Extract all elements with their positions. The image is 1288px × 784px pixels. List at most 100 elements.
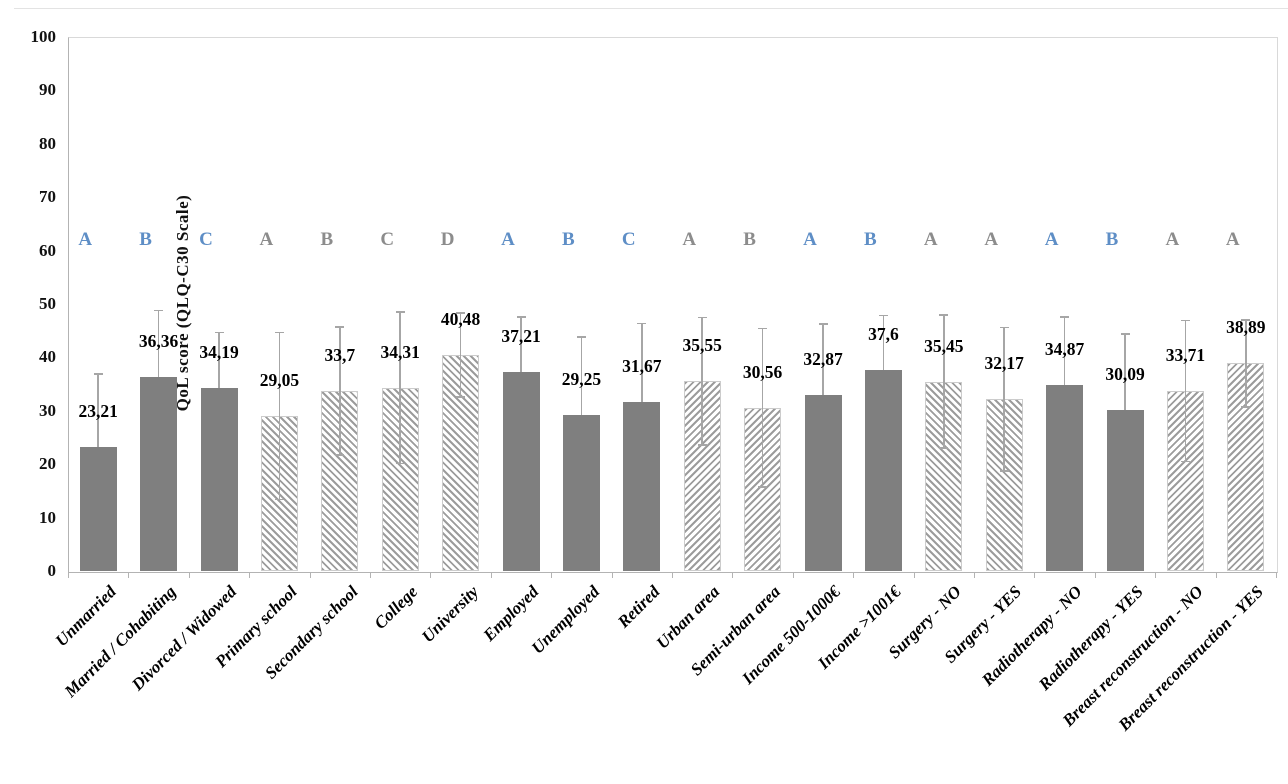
- y-axis-tick-label: 90: [39, 80, 56, 100]
- error-bar-top-cap: [999, 326, 1009, 329]
- error-bar: [882, 314, 885, 371]
- bar-value-label: 31,67: [622, 355, 662, 376]
- x-axis-tick-mark: [672, 572, 673, 578]
- error-bar-top-cap: [274, 331, 284, 333]
- error-bar: [520, 316, 522, 373]
- error-bar: [1245, 319, 1247, 408]
- x-axis-tick-mark: [1155, 572, 1157, 578]
- error-bar: [157, 309, 160, 377]
- error-bar: [459, 312, 462, 398]
- bar-value-label: 40,48: [440, 308, 481, 329]
- error-bar-bottom-cap: [1241, 406, 1251, 408]
- error-bar-top-cap: [637, 322, 647, 325]
- plot-area: [68, 37, 1278, 573]
- x-axis-tick-mark: [853, 572, 855, 578]
- error-bar-top-cap: [697, 316, 707, 319]
- error-bar-bottom-cap: [274, 498, 284, 501]
- significance-letter: B: [1105, 228, 1119, 250]
- bar-value-label: 32,87: [803, 349, 843, 370]
- significance-letter: A: [984, 228, 999, 250]
- bar-hatch-down: [260, 415, 298, 571]
- bar-value-label: 32,17: [984, 353, 1024, 374]
- error-bar: [580, 336, 583, 415]
- y-axis-tick-label: 10: [39, 507, 56, 527]
- error-bar: [1124, 333, 1126, 411]
- x-axis-tick-mark: [490, 572, 492, 578]
- bar-solid: [200, 388, 238, 571]
- bar-value-label: 37,6: [868, 324, 899, 345]
- significance-letter: A: [259, 228, 274, 250]
- significance-letter: C: [621, 228, 636, 250]
- x-axis-category-label: University: [417, 582, 483, 647]
- bar-value-label: 33,7: [324, 345, 356, 366]
- error-bar: [278, 331, 281, 501]
- bar-value-label: 35,55: [682, 335, 722, 356]
- x-axis-tick-mark: [551, 572, 553, 578]
- error-bar-top-cap: [214, 331, 224, 334]
- significance-letter: A: [1225, 228, 1240, 250]
- significance-letter: B: [320, 228, 334, 250]
- significance-letter: A: [501, 228, 515, 250]
- error-bar: [218, 331, 220, 389]
- bar-solid: [1106, 410, 1144, 571]
- x-axis-category-label: Retired: [613, 582, 664, 632]
- x-axis-tick-mark: [1034, 572, 1036, 578]
- bar-value-label: 37,21: [501, 326, 541, 347]
- error-bar-top-cap: [1180, 319, 1190, 322]
- y-axis-tick-label: 60: [39, 240, 56, 260]
- bar-value-label: 34,31: [380, 341, 420, 362]
- error-bar: [1003, 326, 1005, 472]
- significance-letter: A: [803, 228, 817, 250]
- error-bar: [1063, 316, 1066, 385]
- bar-value-label: 30,56: [742, 361, 783, 382]
- bar-value-label: 23,21: [78, 401, 118, 422]
- significance-letter: A: [78, 228, 93, 250]
- error-bar-bottom-cap: [456, 396, 466, 398]
- error-bar-top-cap: [758, 327, 768, 330]
- significance-letter: C: [199, 228, 213, 250]
- x-axis-tick-mark: [1276, 572, 1277, 578]
- significance-letter: A: [923, 228, 938, 250]
- error-bar: [701, 316, 703, 446]
- x-axis-tick-mark: [792, 572, 794, 578]
- bar-solid: [562, 414, 600, 571]
- error-bar-bottom-cap: [939, 447, 949, 449]
- figure-top-border: [14, 8, 1288, 9]
- x-axis-tick-mark: [370, 572, 371, 578]
- error-bar: [339, 326, 341, 456]
- x-axis-tick-mark: [1215, 572, 1217, 578]
- significance-letter: B: [562, 228, 575, 250]
- error-bar-bottom-cap: [697, 444, 707, 446]
- x-axis-tick-mark: [128, 572, 130, 578]
- error-bar-top-cap: [456, 312, 466, 314]
- error-bar-bottom-cap: [335, 454, 345, 456]
- error-bar-top-cap: [154, 309, 164, 312]
- error-bar-top-cap: [93, 373, 103, 375]
- error-bar-top-cap: [516, 316, 526, 318]
- error-bar-bottom-cap: [999, 470, 1009, 472]
- error-bar: [641, 322, 643, 402]
- x-axis-category-label: Divorced / Widowed: [128, 582, 241, 695]
- x-axis-tick-mark: [309, 572, 311, 578]
- error-bar: [97, 373, 99, 448]
- y-axis-tick-label: 70: [39, 187, 56, 207]
- error-bar-top-cap: [1120, 333, 1130, 335]
- error-bar-top-cap: [1060, 316, 1070, 318]
- error-bar-bottom-cap: [395, 462, 405, 465]
- significance-letter: A: [1165, 228, 1180, 250]
- significance-letter: C: [380, 228, 395, 250]
- x-axis-tick-mark: [913, 572, 915, 578]
- bar-hatch-up: [1166, 390, 1204, 571]
- bar-value-label: 29,05: [259, 369, 300, 390]
- bar-value-label: 38,89: [1226, 317, 1266, 338]
- x-axis-tick-mark: [732, 572, 734, 578]
- x-axis-tick-mark: [611, 572, 613, 578]
- y-axis-tick-label: 50: [39, 294, 56, 313]
- bar-solid: [1046, 384, 1084, 571]
- bar-solid: [623, 401, 661, 571]
- x-axis-tick-mark: [249, 572, 251, 578]
- error-bar-top-cap: [878, 314, 888, 317]
- x-axis-category-label: Employed: [479, 582, 543, 645]
- y-axis-tick-label: 20: [39, 454, 56, 474]
